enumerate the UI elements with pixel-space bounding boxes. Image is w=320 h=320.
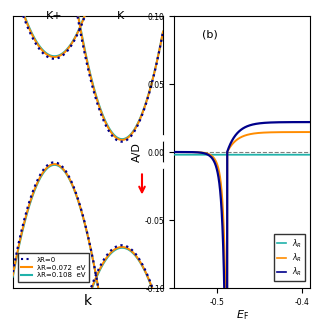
Legend: λR=0, λR=0.072  eV, λR=0.108  eV: λR=0, λR=0.072 eV, λR=0.108 eV bbox=[18, 253, 89, 282]
Text: K+: K+ bbox=[46, 11, 62, 21]
Y-axis label: A/D: A/D bbox=[132, 142, 142, 162]
Text: (b): (b) bbox=[202, 30, 217, 40]
Legend: $\lambda_R$, $\lambda_R$, $\lambda_R$: $\lambda_R$, $\lambda_R$, $\lambda_R$ bbox=[274, 234, 305, 282]
X-axis label: k: k bbox=[84, 293, 92, 308]
X-axis label: $E_{\rm F}$: $E_{\rm F}$ bbox=[236, 308, 249, 320]
Text: K-: K- bbox=[117, 11, 127, 21]
